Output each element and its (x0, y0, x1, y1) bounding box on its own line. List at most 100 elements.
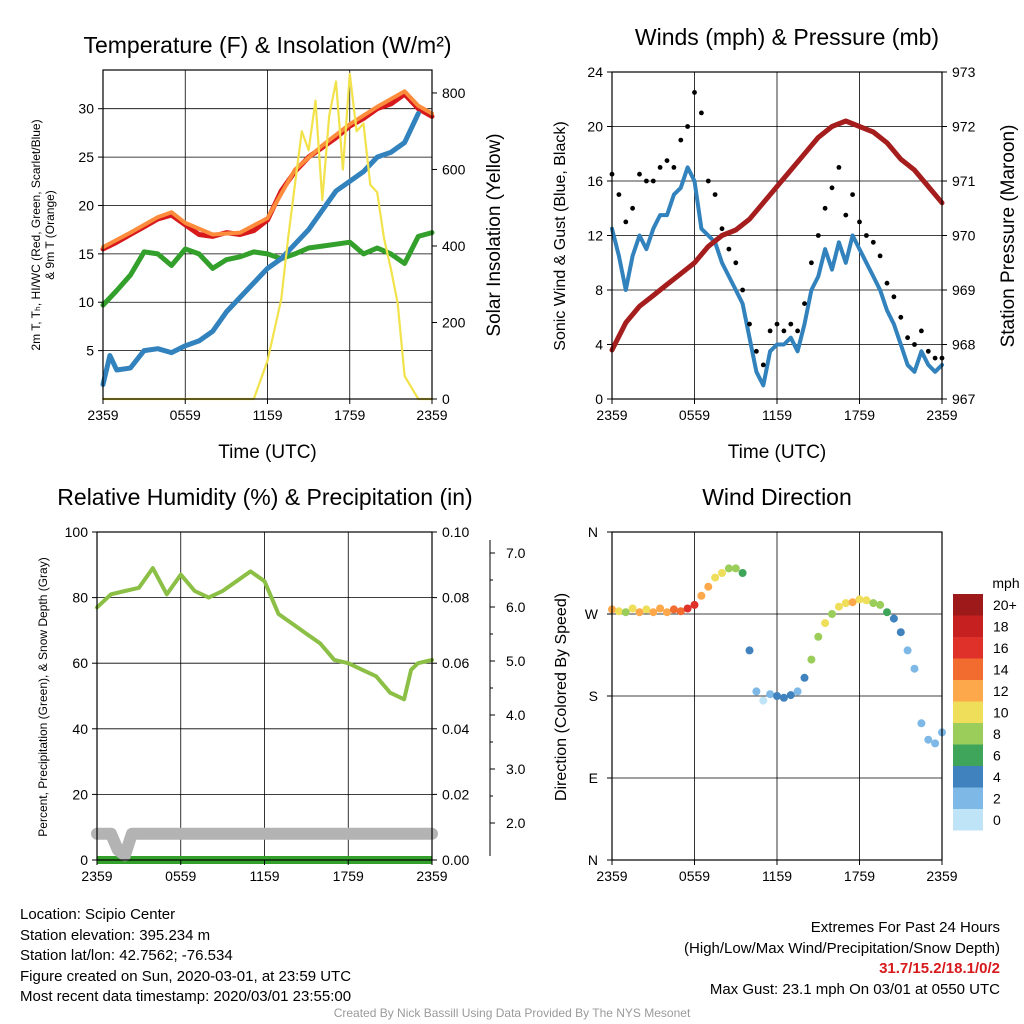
x-tick-label: 1759 (333, 868, 364, 884)
y-axis-label-left: Percent, Precipitation (Green), & Snow D… (36, 557, 50, 836)
gust-point (795, 328, 800, 334)
series-line-snow-depth (91, 827, 438, 862)
y-tick-label: 0 (80, 852, 88, 868)
series-line-9m-t (101, 89, 434, 250)
y-tick-label: 8 (595, 282, 603, 298)
gust-point (836, 165, 842, 170)
snow-tick-label: 7.0 (506, 545, 526, 561)
x-tick-label: 1159 (762, 868, 792, 884)
legend-label: 4 (993, 769, 1001, 785)
legend-label: 14 (993, 661, 1009, 677)
legend-swatch (953, 701, 983, 723)
legend-swatch (953, 637, 983, 659)
x-tick-label: 1759 (844, 407, 875, 423)
x-tick-label: 0559 (679, 868, 710, 884)
station-latlon: Station lat/lon: 42.7562; -76.534 (20, 947, 233, 964)
y-tick-label: 0 (595, 391, 603, 407)
gust-point (932, 355, 938, 361)
y2-tick-label: 0.10 (442, 524, 469, 540)
gust-point (637, 171, 642, 177)
y2-tick-label: 400 (442, 238, 466, 254)
x-tick-label: 2359 (87, 407, 118, 423)
gust-point (891, 294, 897, 300)
extremes-values: 31.7/15.2/18.1/0/2 (879, 960, 1000, 977)
direction-point (724, 564, 733, 573)
y-tick-label: 10 (78, 294, 94, 310)
gust-point (699, 110, 704, 116)
x-tick-label: 1759 (844, 868, 875, 884)
legend-label: 16 (993, 640, 1009, 656)
y2-tick-label: 968 (952, 337, 976, 353)
direction-point (718, 569, 726, 577)
series-line-rh (95, 566, 434, 702)
y-axis-label-left: Sonic Wind & Gust (Blue, Black) (552, 121, 569, 350)
gust-point (685, 124, 690, 129)
direction-point (903, 646, 912, 655)
direction-point (821, 619, 830, 628)
x-tick-label: 1159 (252, 407, 282, 423)
direction-point (628, 604, 637, 613)
direction-point (896, 628, 905, 637)
direction-point (704, 582, 713, 591)
panel-title: Winds (mph) & Pressure (mb) (635, 24, 939, 50)
x-tick-label: 2359 (596, 407, 627, 423)
panel-title: Relative Humidity (%) & Precipitation (i… (57, 484, 472, 510)
y2-tick-label: 200 (442, 314, 466, 330)
series-line-station-pressure (609, 118, 945, 353)
gust-point (705, 178, 711, 184)
direction-point (773, 692, 781, 700)
y-tick-label: W (585, 606, 599, 622)
direction-point (889, 614, 898, 623)
y2-tick-label: 970 (952, 228, 976, 244)
direction-point (635, 608, 644, 617)
gust-point (747, 321, 752, 327)
gust-point (912, 342, 917, 347)
extremes-title: Extremes For Past 24 Hours (810, 919, 1000, 936)
y2-tick-label: 0.06 (442, 655, 469, 671)
y-tick-label: 25 (78, 149, 94, 165)
legend-label: 2 (993, 790, 1001, 806)
direction-point (876, 600, 885, 609)
y-tick-label: 24 (587, 64, 603, 80)
y-tick-label: 80 (72, 590, 88, 606)
direction-point (814, 632, 823, 641)
legend-label: 12 (993, 683, 1009, 699)
panel-title: Temperature (F) & Insolation (W/m²) (83, 32, 451, 58)
gust-point (678, 137, 684, 143)
y2-tick-label: 972 (952, 119, 976, 135)
direction-point (869, 599, 878, 608)
direction-point (828, 610, 836, 618)
y2-tick-label: 0.08 (442, 590, 469, 606)
direction-point (917, 719, 926, 728)
extremes-block: Extremes For Past 24 Hours (High/Low/Max… (684, 918, 1000, 1000)
panel-title: Wind Direction (702, 484, 852, 510)
gust-point (815, 233, 821, 238)
y-tick-label: 4 (595, 337, 603, 353)
gust-point (719, 226, 725, 232)
direction-point (663, 608, 671, 617)
humidity-panel: 0 20 40 60 80 100 0.00 0.02 0.04 0.06 0.08 0.10 2.0 3… (36, 484, 526, 884)
series-line-td (100, 230, 435, 308)
gust-point (616, 192, 622, 198)
legend-label: 20+ (993, 597, 1017, 613)
direction-point (683, 604, 692, 613)
y2-tick-label: 969 (952, 282, 976, 298)
gust-point (870, 239, 876, 245)
y2-tick-label: 967 (952, 391, 976, 407)
gust-point (809, 260, 814, 266)
direction-point (793, 687, 802, 696)
y-tick-label: 12 (587, 228, 603, 244)
y-tick-label: S (589, 688, 598, 704)
snow-tick-label: 5.0 (506, 653, 526, 669)
direction-point (731, 564, 740, 573)
gust-point (919, 328, 924, 334)
x-tick-label: 2359 (926, 868, 957, 884)
y-axis-label-left: 2m T, Tₕ, HI/WC (Red, Green, Scarlet/Blu… (29, 119, 43, 350)
y2-tick-label: 600 (442, 161, 466, 177)
direction-point (862, 596, 871, 605)
direction-point (690, 600, 699, 609)
gust-point (733, 260, 739, 266)
x-tick-label: 0559 (165, 868, 196, 884)
gust-point (925, 348, 931, 354)
